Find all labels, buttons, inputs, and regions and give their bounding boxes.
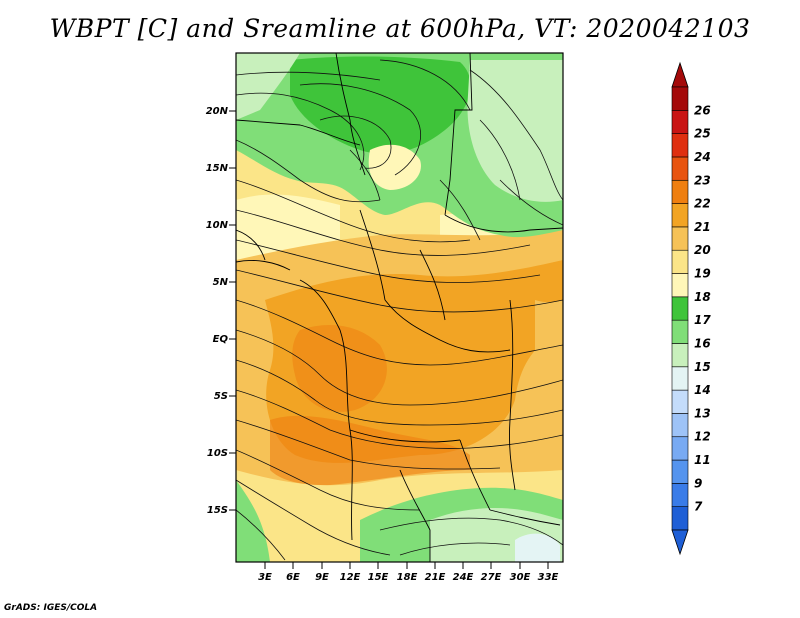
colorbar-segment	[671, 483, 689, 507]
colorbar-segment	[671, 459, 689, 484]
field-region-19c-north-pocket	[368, 144, 421, 190]
colorbar-segment	[671, 203, 689, 228]
colorbar-label: 24	[694, 150, 711, 164]
colorbar-label: 17	[694, 313, 711, 327]
colorbar-label: 23	[694, 173, 711, 187]
colorbar-segment	[671, 296, 689, 321]
colorbar-label: 11	[694, 453, 711, 467]
colorbar-segment	[671, 179, 689, 204]
lon-label: 6E	[286, 572, 300, 583]
lat-label: 15S	[207, 505, 228, 516]
colorbar-segment	[671, 389, 689, 414]
lon-label: 24E	[453, 572, 474, 583]
lat-label: EQ	[213, 334, 229, 345]
lat-label: 20N	[206, 106, 229, 117]
lon-label: 30E	[510, 572, 531, 583]
colorbar-segment	[671, 110, 689, 134]
colorbar-segment	[671, 273, 689, 298]
colorbar-label: 21	[694, 220, 711, 234]
colorbar-label: 16	[694, 336, 711, 350]
map-frame	[235, 52, 564, 563]
colorbar-label: 7	[694, 500, 703, 514]
lat-label: 10N	[206, 220, 229, 231]
lat-label: 5N	[213, 277, 229, 288]
chart-title: WBPT [C] and Sreamline at 600hPa, VT: 20…	[49, 14, 751, 43]
colorbar-segment	[671, 156, 689, 181]
lon-label: 15E	[368, 572, 389, 583]
longitude-axis: 3E 6E 9E 12E 15E 18E 21E 24E 27E 30E 33E	[258, 562, 559, 583]
colorbar-segment	[671, 343, 689, 368]
field-region-22c-south	[270, 415, 470, 486]
lat-label: 10S	[207, 448, 228, 459]
lon-label: 3E	[258, 572, 272, 583]
latitude-axis: 20N 15N 10N 5N EQ 5S 10S 15S	[206, 106, 236, 516]
lon-label: 33E	[538, 572, 559, 583]
colorbar-segment	[671, 366, 689, 391]
lon-label: 27E	[481, 572, 502, 583]
colorbar-arrow-low	[671, 529, 689, 556]
colorbar-label: 25	[694, 127, 711, 141]
map-plot-area	[236, 53, 563, 562]
lat-label: 15N	[206, 163, 229, 174]
colorbar-segment	[671, 249, 689, 274]
colorbar-label: 26	[694, 103, 711, 117]
colorbar-label: 22	[694, 197, 711, 211]
colorbar-segment	[671, 413, 689, 438]
lon-label: 18E	[397, 572, 418, 583]
colorbar-label: 12	[694, 430, 711, 444]
field-region-17c-southwest	[236, 480, 270, 562]
lat-label: 5S	[214, 391, 228, 402]
field-region-20c-east	[535, 300, 563, 420]
colorbar-label: 9	[694, 476, 702, 490]
lon-label: 9E	[315, 572, 329, 583]
field-region-15c-south	[515, 533, 560, 562]
colorbar-label: 13	[694, 406, 711, 420]
lon-label: 21E	[425, 572, 446, 583]
colorbar-label: 15	[694, 360, 711, 374]
streamlines	[236, 59, 563, 561]
colorbar-segment	[671, 133, 689, 158]
colorbar-arrow-high	[671, 61, 689, 88]
field-region-16c-northeast	[467, 60, 563, 202]
field-region-16c-northwest	[236, 53, 300, 120]
field-region-18c-north	[290, 56, 471, 154]
colorbar-segment	[671, 226, 689, 251]
colorbar-label: 14	[694, 383, 711, 397]
colorbar-label: 20	[694, 243, 711, 257]
lon-label: 12E	[340, 572, 361, 583]
colorbar-label: 19	[694, 267, 711, 281]
country-borders	[236, 53, 563, 562]
colorbar-segment	[671, 319, 689, 344]
colorbar-segment	[671, 436, 689, 461]
field-region-22c	[292, 325, 387, 412]
colorbar-segment	[671, 86, 689, 111]
colorbar-label: 18	[694, 290, 711, 304]
credit-label: GrADS: IGES/COLA	[4, 603, 98, 613]
colorbar: 7 9 11 12 13 14 15 16 17 18 19 20 21 22 23 24 25 26	[671, 61, 711, 556]
colorbar-segment	[671, 506, 689, 531]
